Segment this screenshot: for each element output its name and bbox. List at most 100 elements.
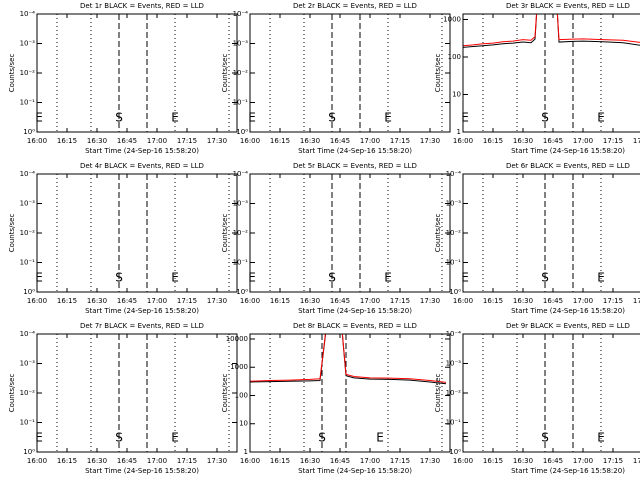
x-axis-label: Start Time (24-Sep-16 15:58:20) <box>298 147 412 155</box>
annotation: S <box>115 431 123 445</box>
x-tick-label: 16:00 <box>453 457 473 465</box>
x-tick-label: 16:00 <box>453 297 473 305</box>
x-tick-label: 16:15 <box>57 297 77 305</box>
x-tick-label: 17:00 <box>573 297 593 305</box>
annotation: E <box>376 431 384 445</box>
x-axis-label: Start Time (24-Sep-16 15:58:20) <box>511 307 625 315</box>
x-tick-label: 17:00 <box>360 137 380 145</box>
x-tick-label: 16:15 <box>483 457 503 465</box>
x-tick-label: 16:15 <box>57 137 77 145</box>
x-tick-label: 16:15 <box>270 297 290 305</box>
annotation: S <box>318 431 326 445</box>
x-tick-label: 17:15 <box>390 457 410 465</box>
plot-frame <box>249 173 451 293</box>
x-tick-label: 16:30 <box>300 457 320 465</box>
y-tick-label: 10⁻⁴ <box>233 10 249 18</box>
data-line <box>250 334 447 383</box>
y-tick-label: 1 <box>244 448 248 456</box>
x-axis-label: Start Time (24-Sep-16 15:58:20) <box>298 467 412 475</box>
x-tick-label: 16:30 <box>300 297 320 305</box>
panel: Det 5r BLACK = Events, RED = LLD Counts/s… <box>221 162 451 315</box>
x-tick-label: 17:30 <box>420 297 440 305</box>
x-tick-label: 16:15 <box>270 457 290 465</box>
x-tick-label: 16:00 <box>27 137 47 145</box>
annotation: E <box>171 111 179 125</box>
annotation: E <box>35 431 43 445</box>
y-tick-label: 10⁻³ <box>446 200 462 208</box>
y-tick-label: 10⁻² <box>446 229 462 237</box>
x-tick-label: 16:30 <box>87 137 107 145</box>
x-axis-label: Start Time (24-Sep-16 15:58:20) <box>85 307 199 315</box>
y-tick-label: 10⁻¹ <box>20 419 36 427</box>
annotation: E <box>384 111 392 125</box>
y-tick-label: 1 <box>457 128 461 136</box>
y-tick-label: 10⁻¹ <box>233 99 249 107</box>
annotation: E <box>35 111 43 125</box>
annotation: S <box>541 431 549 445</box>
y-tick-label: 10⁻¹ <box>446 419 462 427</box>
panel: Det 9r BLACK = Events, RED = LLD Counts/s… <box>434 322 640 475</box>
x-tick-label: 17:30 <box>207 457 227 465</box>
y-tick-label: 1000 <box>443 15 461 23</box>
x-tick-label: 16:45 <box>330 137 350 145</box>
x-tick-label: 16:30 <box>513 457 533 465</box>
plot-frame <box>462 173 640 293</box>
y-tick-label: 10⁻¹ <box>20 259 36 267</box>
plot-frame <box>249 333 451 453</box>
x-tick-label: 16:00 <box>240 457 260 465</box>
y-tick-label: 10⁻² <box>20 69 36 77</box>
chart-title: Det 9r BLACK = Events, RED = LLD <box>506 322 630 330</box>
y-tick-label: 10⁻² <box>233 229 249 237</box>
data-line <box>250 334 447 385</box>
y-axis-label: Counts/sec <box>221 374 229 413</box>
x-tick-label: 17:15 <box>390 297 410 305</box>
x-tick-label: 17:15 <box>177 297 197 305</box>
plot-frame <box>36 333 238 453</box>
x-axis-label: Start Time (24-Sep-16 15:58:20) <box>511 147 625 155</box>
x-tick-label: 16:30 <box>87 297 107 305</box>
x-tick-label: 17:30 <box>633 457 640 465</box>
y-tick-label: 10⁻⁴ <box>446 330 462 338</box>
y-tick-label: 10⁻³ <box>446 360 462 368</box>
panel: Det 8r BLACK = Events, RED = LLD Counts/s… <box>221 322 451 475</box>
panel: Det 1r BLACK = Events, RED = LLD Counts/s… <box>8 2 238 155</box>
x-tick-label: 16:45 <box>117 297 137 305</box>
x-axis-label: Start Time (24-Sep-16 15:58:20) <box>298 307 412 315</box>
x-tick-label: 17:00 <box>573 457 593 465</box>
x-tick-label: 16:00 <box>240 297 260 305</box>
y-tick-label: 10⁻⁴ <box>233 170 249 178</box>
y-tick-label: 10⁻³ <box>233 200 249 208</box>
x-tick-label: 17:00 <box>147 137 167 145</box>
x-tick-label: 16:15 <box>270 137 290 145</box>
x-tick-label: 17:00 <box>147 297 167 305</box>
y-tick-label: 10⁰ <box>449 448 461 456</box>
annotation: S <box>328 111 336 125</box>
panel: Det 7r BLACK = Events, RED = LLD Counts/s… <box>8 322 238 475</box>
y-tick-label: 100 <box>235 391 248 399</box>
x-tick-label: 17:00 <box>360 457 380 465</box>
annotation: E <box>248 111 256 125</box>
x-tick-label: 17:15 <box>177 457 197 465</box>
y-tick-label: 10⁻² <box>20 229 36 237</box>
annotation: E <box>597 271 605 285</box>
y-axis-label: Counts/sec <box>221 54 229 93</box>
annotation: S <box>115 271 123 285</box>
y-tick-label: 10⁰ <box>23 288 35 296</box>
y-tick-label: 10⁻⁴ <box>20 330 36 338</box>
annotation: E <box>461 111 469 125</box>
y-axis-label: Counts/sec <box>8 214 16 253</box>
x-axis-label: Start Time (24-Sep-16 15:58:20) <box>85 147 199 155</box>
y-axis-label: Counts/sec <box>8 374 16 413</box>
chart-title: Det 6r BLACK = Events, RED = LLD <box>506 162 630 170</box>
x-tick-label: 17:30 <box>633 137 640 145</box>
annotation: E <box>597 111 605 125</box>
x-tick-label: 17:15 <box>177 137 197 145</box>
x-tick-label: 17:00 <box>360 297 380 305</box>
annotation: S <box>328 271 336 285</box>
x-tick-label: 17:15 <box>390 137 410 145</box>
x-axis-label: Start Time (24-Sep-16 15:58:20) <box>85 467 199 475</box>
x-tick-label: 17:30 <box>420 457 440 465</box>
x-tick-label: 16:00 <box>453 137 473 145</box>
plot-frame <box>462 333 640 453</box>
